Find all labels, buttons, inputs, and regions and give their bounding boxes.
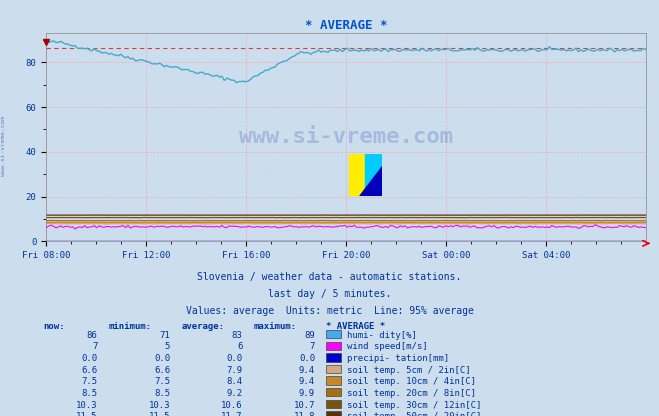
Text: soil temp. 30cm / 12in[C]: soil temp. 30cm / 12in[C] bbox=[347, 401, 482, 410]
Text: minimum:: minimum: bbox=[109, 322, 152, 332]
Text: 5: 5 bbox=[165, 342, 170, 352]
Text: now:: now: bbox=[43, 322, 65, 332]
Text: soil temp. 10cm / 4in[C]: soil temp. 10cm / 4in[C] bbox=[347, 377, 476, 386]
Text: 9.9: 9.9 bbox=[299, 389, 315, 398]
Text: 0.0: 0.0 bbox=[299, 354, 315, 363]
Text: Slovenia / weather data - automatic stations.: Slovenia / weather data - automatic stat… bbox=[197, 272, 462, 282]
Text: wind speed[m/s]: wind speed[m/s] bbox=[347, 342, 428, 352]
Text: average:: average: bbox=[181, 322, 224, 332]
Text: 10.7: 10.7 bbox=[293, 401, 315, 410]
Text: 11.5: 11.5 bbox=[76, 412, 98, 416]
Text: 89: 89 bbox=[304, 331, 315, 340]
Text: maximum:: maximum: bbox=[254, 322, 297, 332]
Text: 6.6: 6.6 bbox=[82, 366, 98, 375]
Text: last day / 5 minutes.: last day / 5 minutes. bbox=[268, 289, 391, 299]
Text: humi- dity[%]: humi- dity[%] bbox=[347, 331, 417, 340]
Text: 9.4: 9.4 bbox=[299, 366, 315, 375]
Text: 8.4: 8.4 bbox=[227, 377, 243, 386]
Text: 7.5: 7.5 bbox=[154, 377, 170, 386]
Text: 10.3: 10.3 bbox=[76, 401, 98, 410]
Text: 0.0: 0.0 bbox=[154, 354, 170, 363]
Text: 11.5: 11.5 bbox=[148, 412, 170, 416]
Text: 7: 7 bbox=[310, 342, 315, 352]
Text: www.si-vreme.com: www.si-vreme.com bbox=[239, 127, 453, 147]
Text: 0.0: 0.0 bbox=[227, 354, 243, 363]
Text: 7.9: 7.9 bbox=[227, 366, 243, 375]
Text: 7: 7 bbox=[92, 342, 98, 352]
Text: 6: 6 bbox=[237, 342, 243, 352]
Text: * AVERAGE *: * AVERAGE * bbox=[326, 322, 386, 332]
Text: soil temp. 5cm / 2in[C]: soil temp. 5cm / 2in[C] bbox=[347, 366, 471, 375]
Text: 6.6: 6.6 bbox=[154, 366, 170, 375]
Text: www.si-vreme.com: www.si-vreme.com bbox=[1, 116, 6, 176]
Text: 86: 86 bbox=[87, 331, 98, 340]
Text: 8.5: 8.5 bbox=[82, 389, 98, 398]
Text: 10.3: 10.3 bbox=[148, 401, 170, 410]
Text: 8.5: 8.5 bbox=[154, 389, 170, 398]
Text: 10.6: 10.6 bbox=[221, 401, 243, 410]
Text: 7.5: 7.5 bbox=[82, 377, 98, 386]
Text: 71: 71 bbox=[159, 331, 170, 340]
Text: 9.4: 9.4 bbox=[299, 377, 315, 386]
Text: 11.7: 11.7 bbox=[221, 412, 243, 416]
Text: Values: average  Units: metric  Line: 95% average: Values: average Units: metric Line: 95% … bbox=[186, 306, 473, 316]
Title: * AVERAGE *: * AVERAGE * bbox=[304, 19, 387, 32]
Text: soil temp. 20cm / 8in[C]: soil temp. 20cm / 8in[C] bbox=[347, 389, 476, 398]
Text: 11.8: 11.8 bbox=[293, 412, 315, 416]
Text: 83: 83 bbox=[232, 331, 243, 340]
Text: 0.0: 0.0 bbox=[82, 354, 98, 363]
Text: precipi- tation[mm]: precipi- tation[mm] bbox=[347, 354, 449, 363]
Text: soil temp. 50cm / 20in[C]: soil temp. 50cm / 20in[C] bbox=[347, 412, 482, 416]
Text: 9.2: 9.2 bbox=[227, 389, 243, 398]
